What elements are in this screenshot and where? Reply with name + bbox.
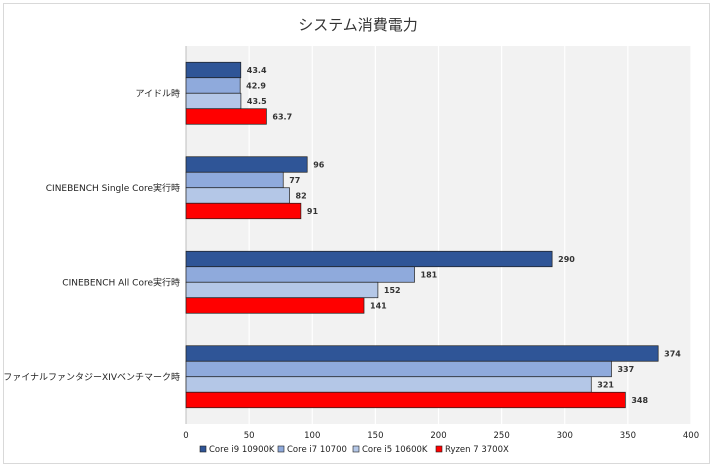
legend-swatch-2 bbox=[352, 445, 360, 453]
bar-3-1 bbox=[185, 360, 612, 378]
bar-1-3 bbox=[185, 202, 302, 220]
data-label-0-2: 43.5 bbox=[247, 97, 267, 106]
x-tick-label-200: 200 bbox=[430, 431, 446, 441]
category-label-1: CINEBENCH Single Core実行時 bbox=[46, 182, 180, 194]
data-label-3-1: 337 bbox=[617, 365, 634, 374]
x-tick-label-250: 250 bbox=[494, 431, 510, 441]
x-tick-label-100: 100 bbox=[304, 431, 320, 441]
bar-1-1 bbox=[185, 171, 284, 189]
legend-swatch-0 bbox=[199, 445, 207, 453]
legend-swatch-1 bbox=[277, 445, 285, 453]
data-label-0-1: 42.9 bbox=[246, 82, 266, 91]
bar-2-2 bbox=[185, 281, 379, 299]
data-label-1-3: 91 bbox=[307, 207, 319, 216]
chart: システム消費電力 アイドル時 CINEBENCH Single Core実行時 CI… bbox=[4, 16, 699, 455]
bar-2-1 bbox=[185, 266, 415, 283]
category-label-0: アイドル時 bbox=[135, 88, 180, 99]
data-label-1-1: 77 bbox=[289, 176, 300, 185]
x-tick-label-150: 150 bbox=[367, 431, 383, 441]
data-label-1-0: 96 bbox=[313, 161, 325, 170]
bar-2-3 bbox=[185, 297, 365, 314]
x-tick-label-400: 400 bbox=[683, 431, 699, 441]
bar-3-0 bbox=[185, 345, 659, 362]
bar-3-3 bbox=[185, 391, 626, 409]
bar-0-3 bbox=[185, 108, 267, 125]
data-label-3-3: 348 bbox=[631, 396, 648, 405]
legend-label-3: Ryzen 7 3700X bbox=[445, 445, 509, 455]
x-tick-labels: 0 50 100 150 200 250 300 350 400 bbox=[183, 431, 699, 441]
legend-label-2: Core i5 10600K bbox=[362, 445, 428, 455]
data-label-2-2: 152 bbox=[384, 286, 401, 295]
data-label-0-0: 43.4 bbox=[247, 66, 267, 75]
bar-0-1 bbox=[185, 77, 241, 94]
chart-title: システム消費電力 bbox=[298, 16, 418, 34]
bar-2-0 bbox=[185, 250, 553, 268]
bar-1-2 bbox=[185, 187, 290, 204]
x-tick-label-300: 300 bbox=[557, 431, 573, 441]
chart-frame: システム消費電力 アイドル時 CINEBENCH Single Core実行時 CI… bbox=[3, 3, 710, 464]
data-label-3-0: 374 bbox=[664, 350, 681, 359]
x-tick-label-50: 50 bbox=[244, 431, 255, 441]
category-labels: アイドル時 CINEBENCH Single Core実行時 CINEBENCH A… bbox=[4, 88, 180, 383]
legend-swatch-3 bbox=[435, 445, 443, 453]
data-label-1-2: 82 bbox=[296, 192, 307, 201]
data-label-2-1: 181 bbox=[421, 271, 438, 280]
category-label-3: ファイナルファンタジーXIVベンチマーク時 bbox=[4, 372, 180, 383]
data-label-2-3: 141 bbox=[370, 302, 387, 311]
bar-0-2 bbox=[185, 92, 242, 110]
bar-1-0 bbox=[185, 156, 308, 173]
data-label-3-2: 321 bbox=[597, 381, 614, 390]
category-label-2: CINEBENCH All Core実行時 bbox=[62, 276, 180, 288]
bars bbox=[185, 61, 659, 409]
legend-label-0: Core i9 10900K bbox=[209, 445, 275, 455]
x-tick-label-350: 350 bbox=[620, 431, 636, 441]
legend: Core i9 10900K Core i7 10700 Core i5 10600… bbox=[199, 445, 509, 455]
x-tick-label-0: 0 bbox=[183, 431, 188, 441]
bar-0-0 bbox=[185, 61, 242, 79]
data-label-2-0: 290 bbox=[558, 255, 575, 264]
data-label-0-3: 63.7 bbox=[272, 113, 292, 122]
bar-3-2 bbox=[185, 376, 592, 393]
legend-label-1: Core i7 10700 bbox=[287, 445, 347, 455]
